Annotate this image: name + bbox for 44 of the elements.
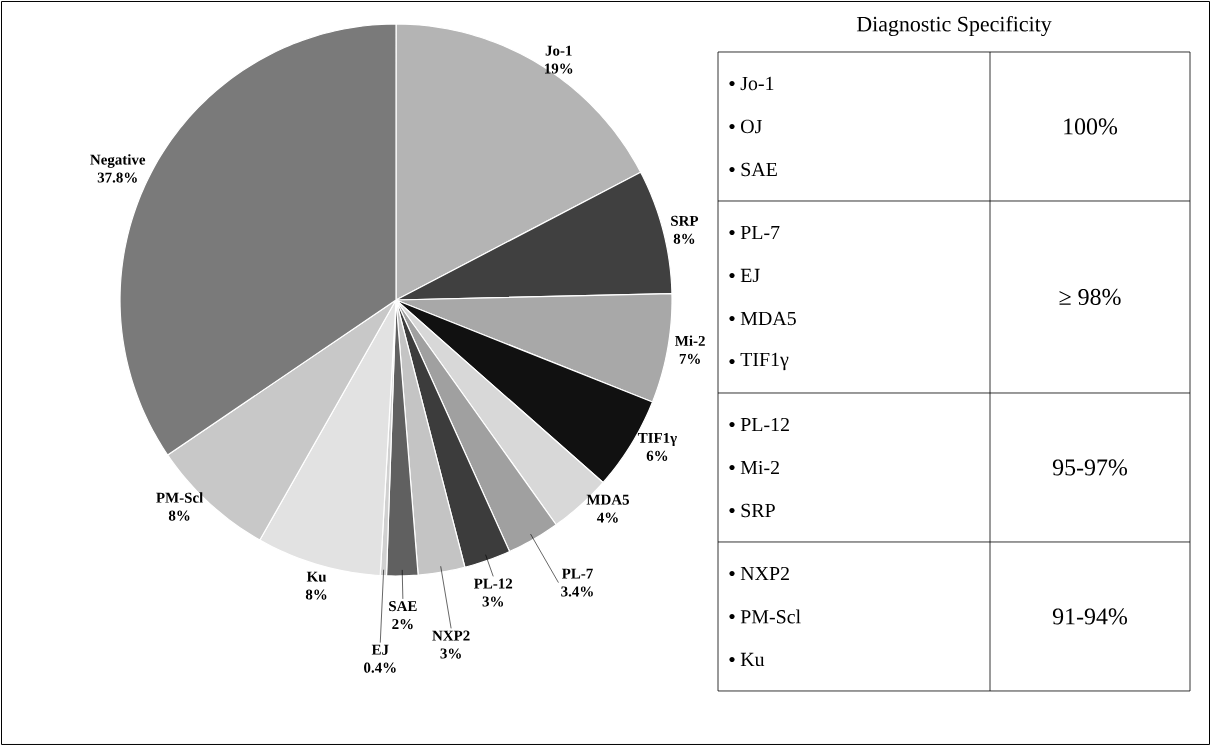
data-label: 3% [482, 596, 504, 607]
data-label: 3.4% [561, 586, 593, 597]
slice-label: MDA5 [586, 494, 629, 505]
text: Ku [740, 652, 765, 667]
slice-label: Negative [90, 154, 146, 168]
text: NXP2 [740, 566, 789, 581]
data-label: 37.8% [97, 172, 137, 183]
data-label: 8% [673, 233, 695, 244]
category-label: 95-97% [1052, 459, 1128, 476]
slice-label: PL-12 [473, 578, 513, 589]
text: Jo-1 [740, 76, 774, 91]
text: EJ [740, 268, 760, 283]
data-label: 2% [392, 618, 413, 630]
text: PL-12 [740, 417, 789, 432]
text: SRP [741, 503, 775, 518]
text: Diagnostic Specificity [856, 15, 1052, 37]
slice-label: NXP2 [432, 630, 470, 641]
slice-label: PM-Scl [156, 492, 203, 503]
data-label: 0.4% [364, 662, 396, 673]
data-label: 6% [646, 450, 668, 461]
slice-label: TIF1γ [637, 432, 677, 446]
data-label: 7% [679, 353, 700, 364]
slice-label: Mi-2 [675, 335, 705, 346]
text: TIF1γ [740, 352, 789, 371]
text: OJ [741, 119, 762, 134]
text: PL-7 [740, 225, 780, 240]
slice-label: PL-7 [561, 568, 593, 579]
text: SAE [741, 162, 777, 177]
slice-label: SRP [671, 215, 699, 226]
category-label: 91-94% [1052, 608, 1128, 625]
text: MDA5 [740, 311, 796, 326]
data-label: 8% [168, 510, 190, 521]
slice-label: SAE [389, 601, 417, 612]
slice-label: Ku [306, 571, 327, 582]
data-label: 3% [440, 648, 461, 659]
slice-label: Jo-1 [545, 45, 572, 56]
data-label: 4% [596, 512, 618, 523]
text: Mi-2 [740, 460, 779, 475]
text: PM-Scl [740, 609, 801, 624]
data-label: 19% [544, 63, 573, 74]
category-label: 100% [1064, 118, 1118, 135]
slice-label: EJ [371, 644, 389, 655]
category-label: ≥ 98% [1059, 288, 1121, 306]
data-label: 8% [305, 589, 327, 600]
